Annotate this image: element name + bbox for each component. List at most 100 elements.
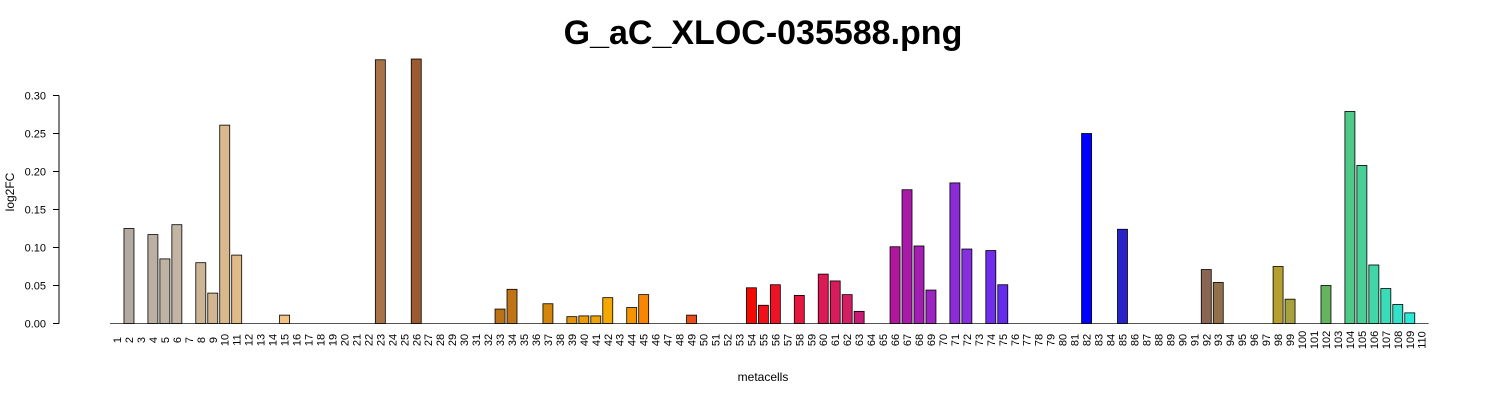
bar-92 <box>1200 269 1212 324</box>
x-tick-label: 74 <box>986 334 998 346</box>
x-tick-label: 51 <box>711 334 723 346</box>
bar-45 <box>638 294 650 324</box>
x-tick-label: 63 <box>854 334 866 346</box>
bar-41 <box>590 315 602 324</box>
bar-9 <box>207 292 219 324</box>
x-tick-label: 19 <box>327 334 339 346</box>
bar-40 <box>578 315 590 324</box>
x-tick-label: 60 <box>818 334 830 346</box>
bar-108 <box>1392 304 1404 324</box>
bar-106 <box>1368 264 1380 324</box>
x-tick-label: 27 <box>423 334 435 346</box>
x-tick-label: 66 <box>890 334 902 346</box>
x-tick-label: 42 <box>603 334 615 346</box>
bar-72 <box>961 248 973 324</box>
x-tick-label: 59 <box>806 334 818 346</box>
x-tick-label: 17 <box>304 334 316 346</box>
x-tick-label: 13 <box>256 334 268 346</box>
x-tick-label: 88 <box>1153 334 1165 346</box>
bar-60 <box>817 273 829 324</box>
bar-2 <box>123 228 135 324</box>
y-axis: 0.00 0.05 0.10 0.15 0.20 0.25 0.30 <box>25 91 60 331</box>
x-tick-label: 3 <box>136 337 148 343</box>
bar-99 <box>1284 298 1296 324</box>
x-tick-label: 105 <box>1357 331 1369 349</box>
x-tick-label: 10 <box>220 334 232 346</box>
x-tick-label: 16 <box>292 334 304 346</box>
y-tick-label: 0.15 <box>25 205 46 217</box>
x-tick-labels: 1 2 3 4 5 6 7 8 9 10 11 12 13 14 15 16 17 18 19 20 21 22 23 24 2… <box>112 331 1429 349</box>
bar-104 <box>1344 111 1356 324</box>
bar-26 <box>410 58 422 324</box>
x-tick-label: 1 <box>112 337 124 343</box>
y-tick-label: 0.20 <box>25 167 46 179</box>
x-tick-label: 68 <box>914 334 926 346</box>
x-tick-label: 101 <box>1309 331 1321 349</box>
x-tick-label: 69 <box>926 334 938 346</box>
y-tick-label: 0.25 <box>25 129 46 141</box>
x-tick-label: 45 <box>639 334 651 346</box>
x-tick-label: 71 <box>950 334 962 346</box>
x-tick-label: 37 <box>543 334 555 346</box>
x-tick-label: 34 <box>507 334 519 346</box>
x-tick-label: 11 <box>232 334 244 345</box>
x-tick-label: 75 <box>998 334 1010 346</box>
bar-58 <box>793 294 805 324</box>
x-tick-label: 49 <box>687 334 699 346</box>
x-tick-label: 93 <box>1213 334 1225 346</box>
bar-107 <box>1380 288 1392 324</box>
x-tick-label: 83 <box>1094 334 1106 346</box>
y-tick-label: 0.05 <box>25 281 46 293</box>
x-tick-label: 95 <box>1237 334 1249 346</box>
x-tick-label: 38 <box>555 334 567 346</box>
x-tick-label: 39 <box>567 334 579 346</box>
x-tick-label: 76 <box>1010 334 1022 346</box>
x-tick-label: 67 <box>902 334 914 346</box>
x-tick-label: 86 <box>1129 334 1141 346</box>
x-tick-label: 58 <box>794 334 806 346</box>
x-tick-label: 28 <box>435 334 447 346</box>
bars <box>110 58 1429 324</box>
bar-49 <box>686 314 697 324</box>
bar-105 <box>1356 165 1368 324</box>
x-tick-label: 15 <box>280 334 292 346</box>
x-tick-label: 57 <box>782 334 794 346</box>
x-tick-label: 12 <box>244 334 256 346</box>
x-tick-label: 72 <box>962 334 974 346</box>
bar-33 <box>494 308 506 324</box>
x-tick-label: 47 <box>663 334 675 346</box>
x-tick-label: 5 <box>160 337 172 343</box>
x-tick-label: 48 <box>675 334 687 346</box>
bar-44 <box>626 307 638 324</box>
x-tick-label: 89 <box>1165 334 1177 346</box>
bar-74 <box>985 250 997 324</box>
x-tick-label: 90 <box>1177 334 1189 346</box>
bar-69 <box>925 289 937 324</box>
x-tick-label: 80 <box>1058 334 1070 346</box>
bar-6 <box>171 224 183 324</box>
bar-37 <box>542 303 554 324</box>
x-tick-label: 96 <box>1249 334 1261 346</box>
bar-5 <box>159 258 171 324</box>
x-tick-label: 109 <box>1405 331 1417 349</box>
x-tick-label: 25 <box>399 334 411 346</box>
x-tick-label: 46 <box>651 334 663 346</box>
x-tick-label: 61 <box>830 334 842 346</box>
y-axis-label: log2FC <box>3 172 17 211</box>
x-tick-label: 9 <box>208 337 220 343</box>
x-tick-label: 20 <box>339 334 351 346</box>
x-tick-label: 36 <box>531 334 543 346</box>
x-tick-label: 91 <box>1189 334 1201 346</box>
x-tick-label: 102 <box>1321 331 1333 349</box>
bar-63 <box>853 310 865 324</box>
bar-85 <box>1117 228 1128 324</box>
bar-54 <box>746 287 757 324</box>
x-tick-label: 50 <box>699 334 711 346</box>
bar-66 <box>889 246 901 324</box>
x-tick-label: 78 <box>1034 334 1046 346</box>
x-tick-label: 44 <box>627 334 639 346</box>
x-tick-label: 40 <box>579 334 591 346</box>
bar-8 <box>195 262 207 324</box>
